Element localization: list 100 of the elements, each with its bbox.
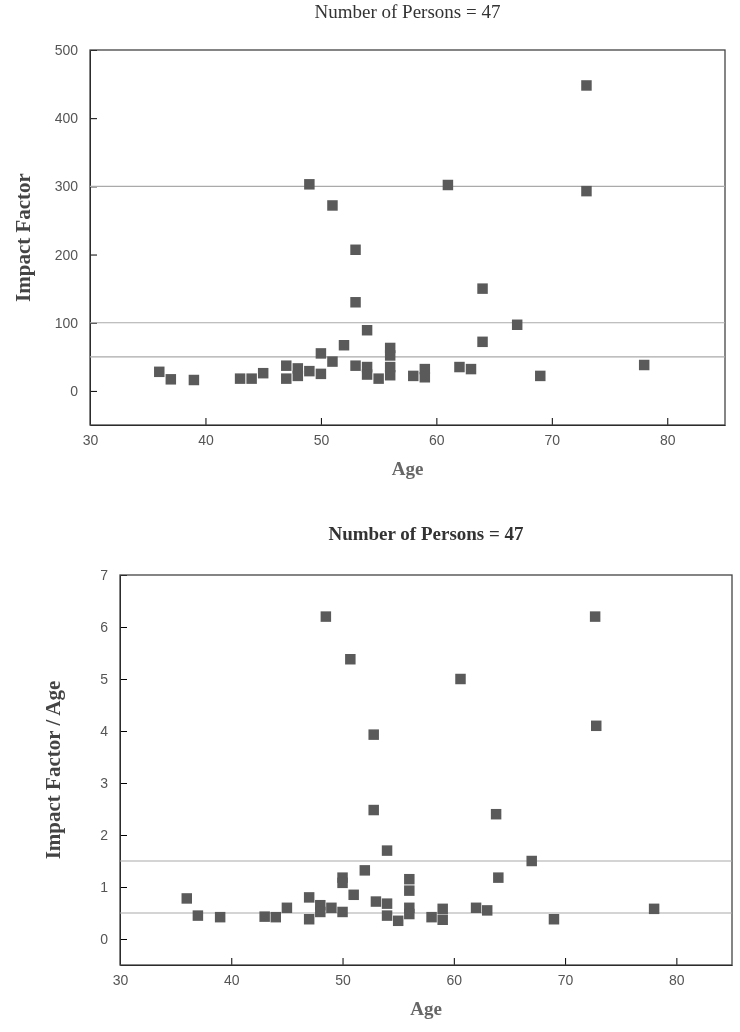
y-tick-label: 500 — [54, 41, 79, 58]
point — [511, 319, 523, 331]
point — [281, 902, 293, 914]
x-tick-label: 50 — [313, 431, 330, 448]
point — [281, 360, 292, 371]
x-tick-label: 70 — [557, 971, 574, 988]
point — [192, 910, 204, 921]
point — [548, 914, 560, 925]
x-tick-label: 40 — [223, 971, 240, 988]
point — [404, 885, 415, 896]
point — [442, 179, 454, 191]
point — [234, 373, 246, 384]
y-tick-label: 400 — [54, 110, 79, 127]
x-tick-label: 50 — [335, 971, 352, 988]
point — [257, 367, 269, 379]
point — [259, 911, 270, 922]
point — [392, 915, 404, 927]
point — [373, 373, 384, 384]
point — [315, 368, 327, 380]
y-tick-label: 200 — [54, 246, 79, 263]
point — [246, 373, 257, 384]
point — [154, 366, 165, 378]
y-axis-title: Impact Factor / Age — [41, 680, 65, 860]
point — [337, 877, 348, 889]
point — [304, 179, 315, 190]
point — [327, 200, 338, 211]
x-tick-label: 30 — [82, 431, 99, 448]
point — [490, 808, 502, 820]
y-tick-label: 100 — [54, 314, 79, 331]
point — [581, 185, 592, 197]
point — [470, 902, 482, 914]
point — [315, 906, 326, 918]
point — [526, 855, 537, 867]
point — [350, 297, 361, 308]
point — [326, 902, 337, 914]
y-tick-label: 7 — [100, 566, 109, 583]
y-tick-label: 6 — [100, 618, 109, 635]
point — [481, 905, 493, 916]
point — [345, 654, 356, 665]
point — [304, 365, 315, 377]
chart-title: Number of Persons = 47 — [314, 1, 501, 22]
point — [188, 374, 200, 386]
point — [581, 80, 592, 91]
point — [477, 283, 488, 294]
y-tick-label: 3 — [100, 774, 109, 791]
point — [589, 611, 601, 622]
point — [350, 244, 361, 256]
point — [338, 339, 350, 351]
point — [303, 914, 315, 925]
x-tick-label: 30 — [112, 971, 129, 988]
chart-title: Number of Persons = 47 — [328, 523, 525, 544]
point — [370, 896, 382, 907]
point — [591, 720, 602, 732]
point — [359, 865, 371, 876]
point — [214, 911, 226, 923]
point — [465, 363, 477, 375]
point — [348, 889, 359, 901]
x-tick-label: 80 — [659, 431, 676, 448]
point — [181, 893, 193, 904]
y-axis-title: Impact Factor — [11, 173, 35, 302]
y-tick-label: 0 — [70, 382, 79, 399]
point — [315, 348, 327, 359]
point — [384, 369, 396, 381]
point — [426, 911, 437, 923]
point — [454, 361, 465, 373]
x-tick-label: 60 — [429, 431, 445, 448]
x-tick-label: 80 — [669, 971, 685, 988]
point — [381, 898, 393, 909]
point — [648, 903, 660, 915]
point — [535, 370, 546, 382]
point — [419, 372, 431, 383]
point — [404, 908, 415, 920]
point — [165, 374, 177, 385]
point — [303, 892, 315, 903]
point — [493, 872, 504, 883]
x-tick-label: 70 — [544, 431, 561, 448]
point — [270, 911, 282, 923]
y-tick-label: 1 — [100, 878, 109, 895]
point — [281, 373, 292, 384]
y-tick-label: 300 — [54, 178, 79, 195]
y-tick-label: 5 — [100, 670, 109, 687]
point — [437, 914, 448, 925]
point — [408, 370, 419, 382]
y-tick-label: 0 — [100, 930, 109, 947]
x-tick-label: 40 — [198, 431, 214, 448]
point — [327, 356, 338, 367]
point — [368, 804, 379, 816]
point — [455, 673, 466, 685]
point — [361, 369, 373, 380]
x-axis-title: Age — [410, 998, 442, 1019]
point — [638, 359, 650, 371]
point — [404, 873, 415, 885]
point — [381, 845, 393, 856]
y-tick-label: 4 — [100, 722, 109, 739]
point — [292, 370, 304, 382]
point — [361, 324, 373, 336]
point — [381, 910, 393, 921]
x-axis-title: Age — [391, 458, 424, 479]
point — [337, 906, 348, 918]
point — [437, 903, 448, 915]
